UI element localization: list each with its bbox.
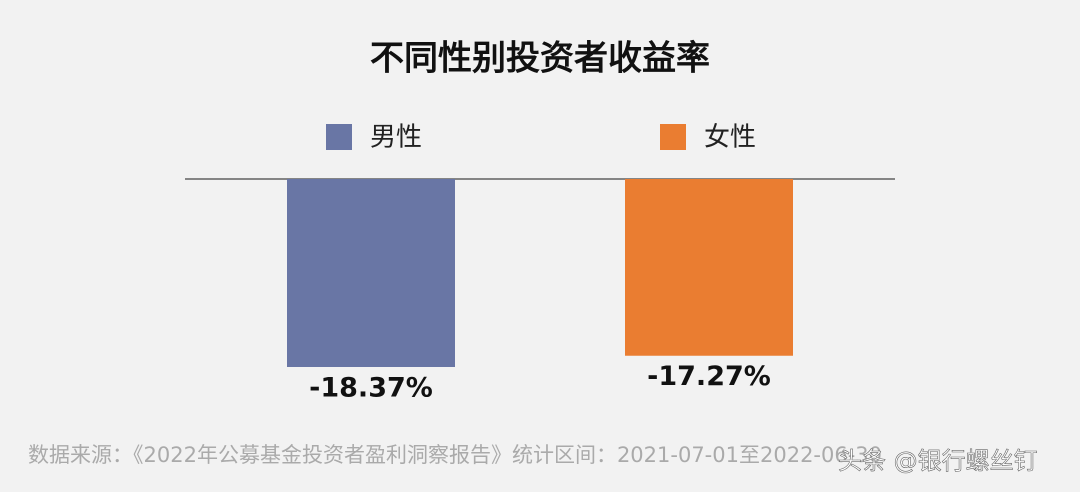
bar xyxy=(625,179,793,356)
legend-label: 男性 xyxy=(370,123,422,153)
chart-title: 不同性别投资者收益率 xyxy=(370,39,710,79)
value-label: -17.27% xyxy=(647,361,771,392)
legend-swatch xyxy=(660,124,686,150)
source-note: 数据来源：《2022年公募基金投资者盈利洞察报告》统计区间：2021-07-01… xyxy=(28,443,882,467)
value-label: -18.37% xyxy=(309,373,433,404)
legend-swatch xyxy=(326,124,352,150)
watermark: 头条 @银行螺丝钉 xyxy=(838,447,1038,475)
bar xyxy=(287,179,455,367)
legend-label: 女性 xyxy=(704,123,756,153)
